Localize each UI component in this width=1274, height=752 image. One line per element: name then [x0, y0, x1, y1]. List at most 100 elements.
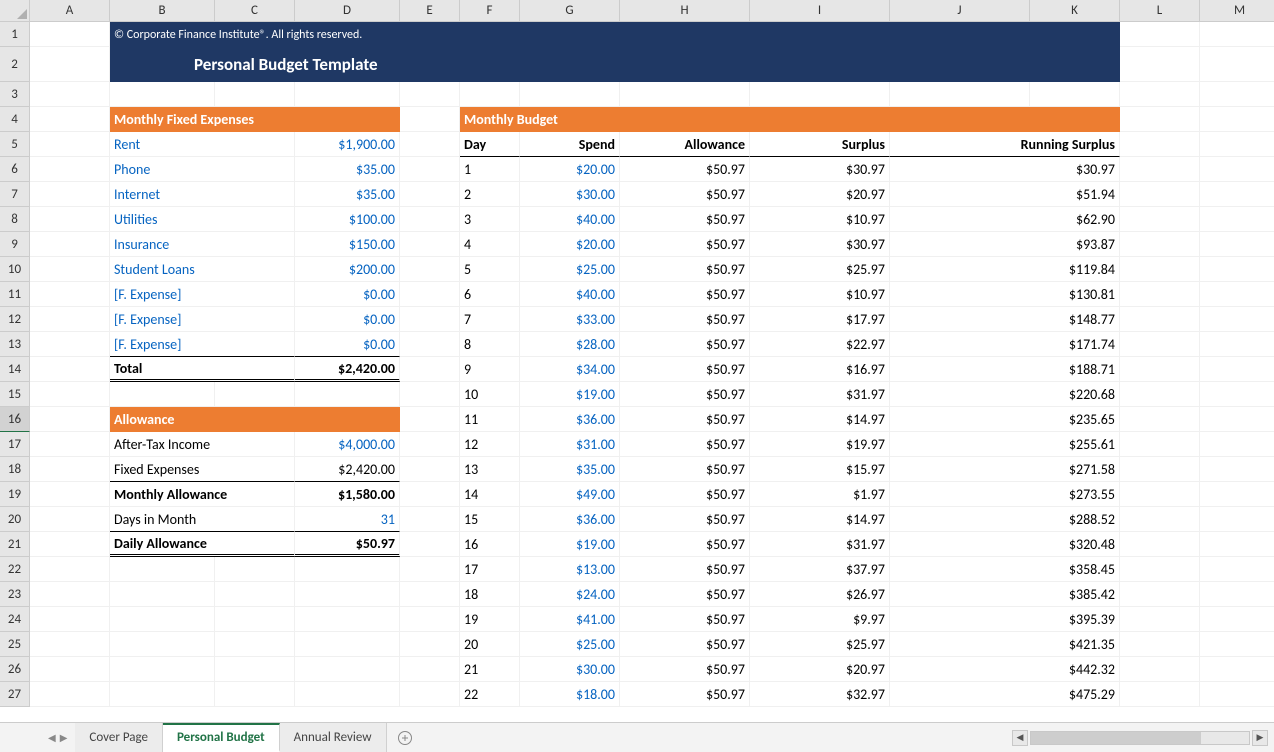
- cell[interactable]: [1200, 557, 1274, 582]
- cell[interactable]: [1120, 657, 1200, 682]
- budget-day[interactable]: 11: [460, 407, 520, 432]
- cell[interactable]: [1200, 532, 1274, 557]
- cell[interactable]: [1120, 532, 1200, 557]
- cell[interactable]: [30, 632, 110, 657]
- cell[interactable]: [110, 582, 215, 607]
- fixed-expense-label[interactable]: Phone: [110, 157, 295, 182]
- sheet-tab[interactable]: Cover Page: [75, 723, 163, 752]
- cell[interactable]: [1120, 682, 1200, 707]
- column-header[interactable]: A: [30, 0, 110, 22]
- cell[interactable]: [295, 582, 400, 607]
- budget-spend[interactable]: $35.00: [520, 457, 620, 482]
- cell[interactable]: [1200, 132, 1274, 157]
- cell[interactable]: [1200, 22, 1274, 47]
- cell[interactable]: [1200, 632, 1274, 657]
- cell[interactable]: [1200, 47, 1274, 82]
- cell[interactable]: [1120, 557, 1200, 582]
- cell[interactable]: [400, 507, 460, 532]
- fixed-expense-label[interactable]: Utilities: [110, 207, 295, 232]
- cell[interactable]: [30, 282, 110, 307]
- cell[interactable]: [890, 82, 1030, 107]
- row-header[interactable]: 5: [0, 132, 30, 157]
- cell[interactable]: [400, 182, 460, 207]
- cell[interactable]: [1120, 582, 1200, 607]
- column-header[interactable]: H: [620, 0, 750, 22]
- budget-day[interactable]: 15: [460, 507, 520, 532]
- cell[interactable]: [1200, 107, 1274, 132]
- column-header[interactable]: M: [1200, 0, 1274, 22]
- budget-spend[interactable]: $34.00: [520, 357, 620, 382]
- cell[interactable]: [1200, 507, 1274, 532]
- column-header[interactable]: D: [295, 0, 400, 22]
- cell[interactable]: [215, 682, 295, 707]
- cell[interactable]: [110, 382, 215, 407]
- budget-day[interactable]: 2: [460, 182, 520, 207]
- cell[interactable]: [30, 532, 110, 557]
- cell[interactable]: [30, 507, 110, 532]
- cell[interactable]: [1200, 407, 1274, 432]
- cell[interactable]: [215, 82, 295, 107]
- cell[interactable]: [30, 22, 110, 47]
- budget-spend[interactable]: $19.00: [520, 532, 620, 557]
- cell[interactable]: [30, 207, 110, 232]
- cell[interactable]: [30, 307, 110, 332]
- cell[interactable]: [400, 632, 460, 657]
- cell[interactable]: [30, 457, 110, 482]
- cell[interactable]: [30, 407, 110, 432]
- cell[interactable]: [1200, 282, 1274, 307]
- scroll-left-button[interactable]: ◀: [1012, 730, 1028, 746]
- column-header[interactable]: G: [520, 0, 620, 22]
- cell[interactable]: [400, 282, 460, 307]
- cell[interactable]: [30, 332, 110, 357]
- cell[interactable]: [295, 82, 400, 107]
- cell[interactable]: [215, 557, 295, 582]
- fixed-expense-label[interactable]: Rent: [110, 132, 295, 157]
- cell[interactable]: [30, 482, 110, 507]
- cell[interactable]: [1120, 47, 1200, 82]
- cell[interactable]: [1120, 482, 1200, 507]
- cell[interactable]: [30, 382, 110, 407]
- column-header[interactable]: B: [110, 0, 215, 22]
- budget-spend[interactable]: $31.00: [520, 432, 620, 457]
- cell[interactable]: [400, 432, 460, 457]
- cell[interactable]: [1120, 307, 1200, 332]
- row-header[interactable]: 9: [0, 232, 30, 257]
- cell[interactable]: [30, 157, 110, 182]
- scroll-track[interactable]: [1030, 731, 1250, 745]
- cell[interactable]: [295, 557, 400, 582]
- budget-spend[interactable]: $40.00: [520, 207, 620, 232]
- cell[interactable]: [1120, 632, 1200, 657]
- row-header[interactable]: 22: [0, 557, 30, 582]
- row-header[interactable]: 14: [0, 357, 30, 382]
- row-header[interactable]: 4: [0, 107, 30, 132]
- budget-spend[interactable]: $36.00: [520, 507, 620, 532]
- fixed-expense-value[interactable]: $100.00: [295, 207, 400, 232]
- cell[interactable]: [1200, 657, 1274, 682]
- cell[interactable]: [30, 607, 110, 632]
- budget-spend[interactable]: $25.00: [520, 632, 620, 657]
- row-header[interactable]: 13: [0, 332, 30, 357]
- cell[interactable]: [110, 657, 215, 682]
- cell[interactable]: [400, 407, 460, 432]
- cell[interactable]: [1200, 232, 1274, 257]
- cell[interactable]: [400, 232, 460, 257]
- cell[interactable]: [30, 232, 110, 257]
- budget-spend[interactable]: $33.00: [520, 307, 620, 332]
- row-header[interactable]: 24: [0, 607, 30, 632]
- row-header[interactable]: 25: [0, 632, 30, 657]
- cell[interactable]: [1120, 407, 1200, 432]
- scroll-right-button[interactable]: ▶: [1252, 730, 1268, 746]
- add-sheet-button[interactable]: [387, 723, 423, 752]
- fixed-expense-value[interactable]: $1,900.00: [295, 132, 400, 157]
- budget-day[interactable]: 20: [460, 632, 520, 657]
- cell[interactable]: [1120, 282, 1200, 307]
- cell[interactable]: [1120, 332, 1200, 357]
- row-header[interactable]: 21: [0, 532, 30, 557]
- cell[interactable]: [110, 682, 215, 707]
- budget-day[interactable]: 7: [460, 307, 520, 332]
- budget-day[interactable]: 10: [460, 382, 520, 407]
- cell[interactable]: [400, 607, 460, 632]
- column-header[interactable]: K: [1030, 0, 1120, 22]
- fixed-expense-value[interactable]: $0.00: [295, 282, 400, 307]
- cell[interactable]: [1200, 207, 1274, 232]
